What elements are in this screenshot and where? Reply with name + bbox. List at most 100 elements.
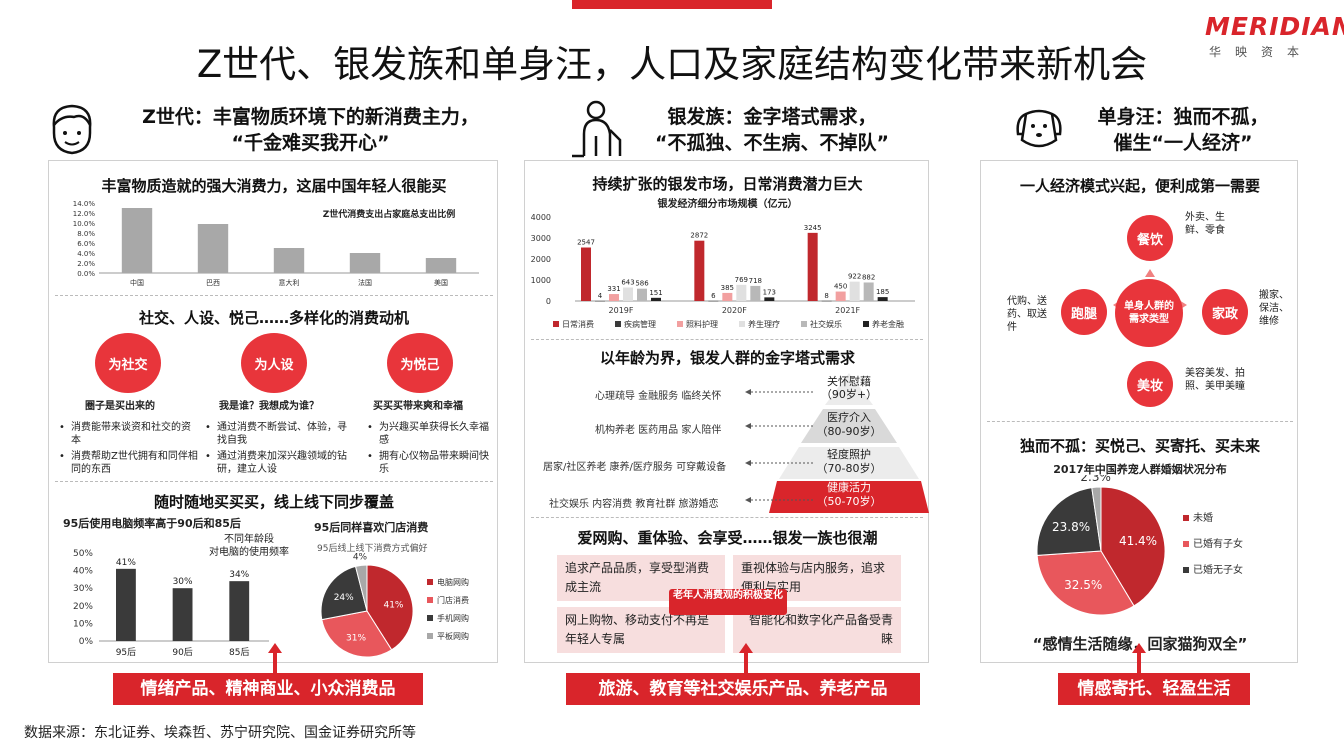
pie-slice	[321, 610, 393, 658]
trend-center-label: 老年人消费观的积极变化	[669, 589, 787, 615]
bar	[273, 248, 305, 273]
y-tick-label: 3000	[531, 234, 551, 243]
pyramid-label-1: 关怀慰藉 （90岁+）	[809, 375, 889, 401]
node-housekeeping: 家政	[1202, 289, 1248, 335]
bar	[694, 240, 705, 301]
mid-header: 银发族：金字塔式需求， “不孤独、不生病、不掉队”	[612, 104, 932, 156]
x-tick-label: 90后	[172, 647, 192, 658]
up-arrow-icon	[739, 643, 753, 677]
bar	[821, 300, 832, 302]
bar2-title: 95后使用电脑频率高于90后和85后	[63, 517, 241, 530]
pie1-title: 95后同样喜欢门店消费	[314, 521, 429, 534]
pie-label: 24%	[334, 593, 354, 603]
bar	[835, 291, 846, 301]
x-tick-label: 2020F	[722, 306, 747, 315]
bar	[736, 284, 747, 301]
sub-head-self: 买买买带来爽和幸福	[373, 401, 463, 412]
legend-swatch	[1183, 541, 1189, 547]
bullets-social: 消费能带来谈资和社交的资本 消费帮助Z世代拥有和同伴相同的东西	[59, 421, 199, 479]
mid-header-line2: “不孤独、不生病、不掉队”	[655, 132, 889, 154]
legend-label: 疾病管理	[624, 319, 656, 329]
bar	[581, 247, 591, 301]
pyramid-label-2: 医疗介入 （80-90岁）	[809, 411, 889, 439]
y-tick-label: 0%	[79, 637, 94, 647]
bullet-item: 消费帮助Z世代拥有和同伴相同的东西	[59, 450, 199, 476]
pyramid-diagram	[769, 373, 929, 513]
x-tick-label: 法国	[358, 278, 372, 287]
bar	[722, 292, 733, 301]
pyr-needs-4: 社交娱乐 内容消费 教育社群 旅游婚恋	[549, 499, 719, 510]
y-tick-label: 50%	[73, 549, 93, 559]
pyr-text: 关怀慰藉	[827, 375, 871, 388]
y-tick-label: 0.0%	[77, 270, 95, 278]
bar	[651, 297, 661, 301]
bullet-item: 拥有心仪物品带来瞬间快乐	[367, 450, 493, 476]
left-s3-title: 随时随地买买买，线上线下同步覆盖	[153, 493, 394, 511]
data-label: 718	[749, 277, 762, 285]
legend-swatch	[427, 633, 433, 639]
data-label: 385	[721, 284, 734, 292]
data-label: 6	[711, 292, 716, 300]
data-label: 185	[876, 288, 889, 296]
pie-slice	[320, 565, 368, 621]
pyr-text: （70-80岁）	[816, 462, 882, 475]
y-tick-label: 10.0%	[73, 220, 96, 228]
y-tick-label: 6.0%	[77, 240, 95, 248]
data-label: 882	[862, 273, 875, 281]
pyr-text: 健康活力	[827, 481, 871, 494]
sub-head-social: 圈子是买出来的	[85, 401, 155, 412]
bar	[116, 568, 136, 641]
y-tick-label: 14.0%	[73, 200, 96, 208]
pyr-text: 轻度照护	[827, 448, 871, 461]
legend-swatch	[427, 597, 433, 603]
legend-swatch	[739, 321, 745, 327]
legend-label: 日常消费	[562, 319, 594, 329]
up-arrow-icon	[1132, 643, 1146, 677]
y-tick-label: 30%	[73, 584, 93, 594]
bar	[609, 294, 619, 301]
pyr-text: （50-70岁）	[816, 495, 882, 508]
meridian-logo: MERIDIAN 华映资本	[1205, 12, 1344, 64]
age-bar-chart: 50% 40% 30% 20% 10% 0% 41% 95后 30% 90后 34% 85后	[73, 549, 269, 658]
mid-bottom-banner: 旅游、教育等社交娱乐产品、养老产品	[566, 673, 920, 705]
data-label: 173	[763, 288, 776, 296]
bar2-note-line: 不同年龄段	[224, 534, 274, 545]
dog-face-icon	[1014, 104, 1064, 154]
left-s2-title: 社交、人设、悦己……多样化的消费动机	[138, 309, 409, 327]
pyramid-level-1	[825, 373, 873, 405]
pyramid-level-3	[779, 447, 919, 479]
x-tick-label: 95后	[116, 647, 136, 658]
mid-s3-title: 爱网购、重体验、会享受……银发一族也很潮	[577, 529, 878, 547]
node-beauty-note: 美容美发、拍照、美甲美瞳	[1185, 368, 1245, 392]
data-label: 450	[834, 283, 847, 291]
legend-label: 电脑网购	[437, 577, 469, 587]
pie-label: 32.5%	[1064, 578, 1102, 592]
left-s1-title: 丰富物质造就的强大消费力，这届中国年轻人很能买	[101, 177, 447, 195]
pie-label: 23.8%	[1052, 520, 1090, 534]
top-accent-bar	[572, 0, 772, 9]
pie-label: 31%	[346, 633, 366, 643]
bar2-note: 不同年龄段 对电脑的使用频率	[209, 533, 289, 559]
legend-swatch	[615, 321, 621, 327]
pyramid-label-3: 轻度照护 （70-80岁）	[809, 448, 889, 476]
mid-header-line1: 银发族：金字塔式需求，	[667, 106, 877, 128]
legend-label: 养老金融	[872, 319, 904, 329]
data-label: 8	[824, 292, 828, 300]
data-label: 34%	[229, 570, 249, 580]
pie1-subtitle: 95后线上线下消费方式偏好	[317, 544, 428, 554]
x-tick-label: 意大利	[279, 278, 300, 287]
pyr-needs-2: 机构养老 医药用品 家人陪伴	[595, 425, 722, 436]
right-s2-title: 独而不孤：买悦己、买寄托、买未来	[1019, 437, 1260, 455]
pie-slice	[354, 564, 368, 612]
left-header-line1: Z世代：丰富物质环境下的新消费主力，	[142, 106, 479, 128]
divider	[987, 421, 1293, 422]
node-beauty: 美妆	[1127, 361, 1173, 407]
right-quote: “感情生活随缘，回家猫狗双全”	[1032, 635, 1248, 653]
pie-label: 2.3%	[1080, 475, 1111, 484]
bullets-persona: 通过消费不断尝试、体验，寻找自我 通过消费来加深兴趣领域的钻研，建立人设	[205, 421, 347, 479]
bar	[708, 300, 719, 302]
mid-s1-subtitle: 银发经济细分市场规模（亿元）	[657, 199, 798, 210]
